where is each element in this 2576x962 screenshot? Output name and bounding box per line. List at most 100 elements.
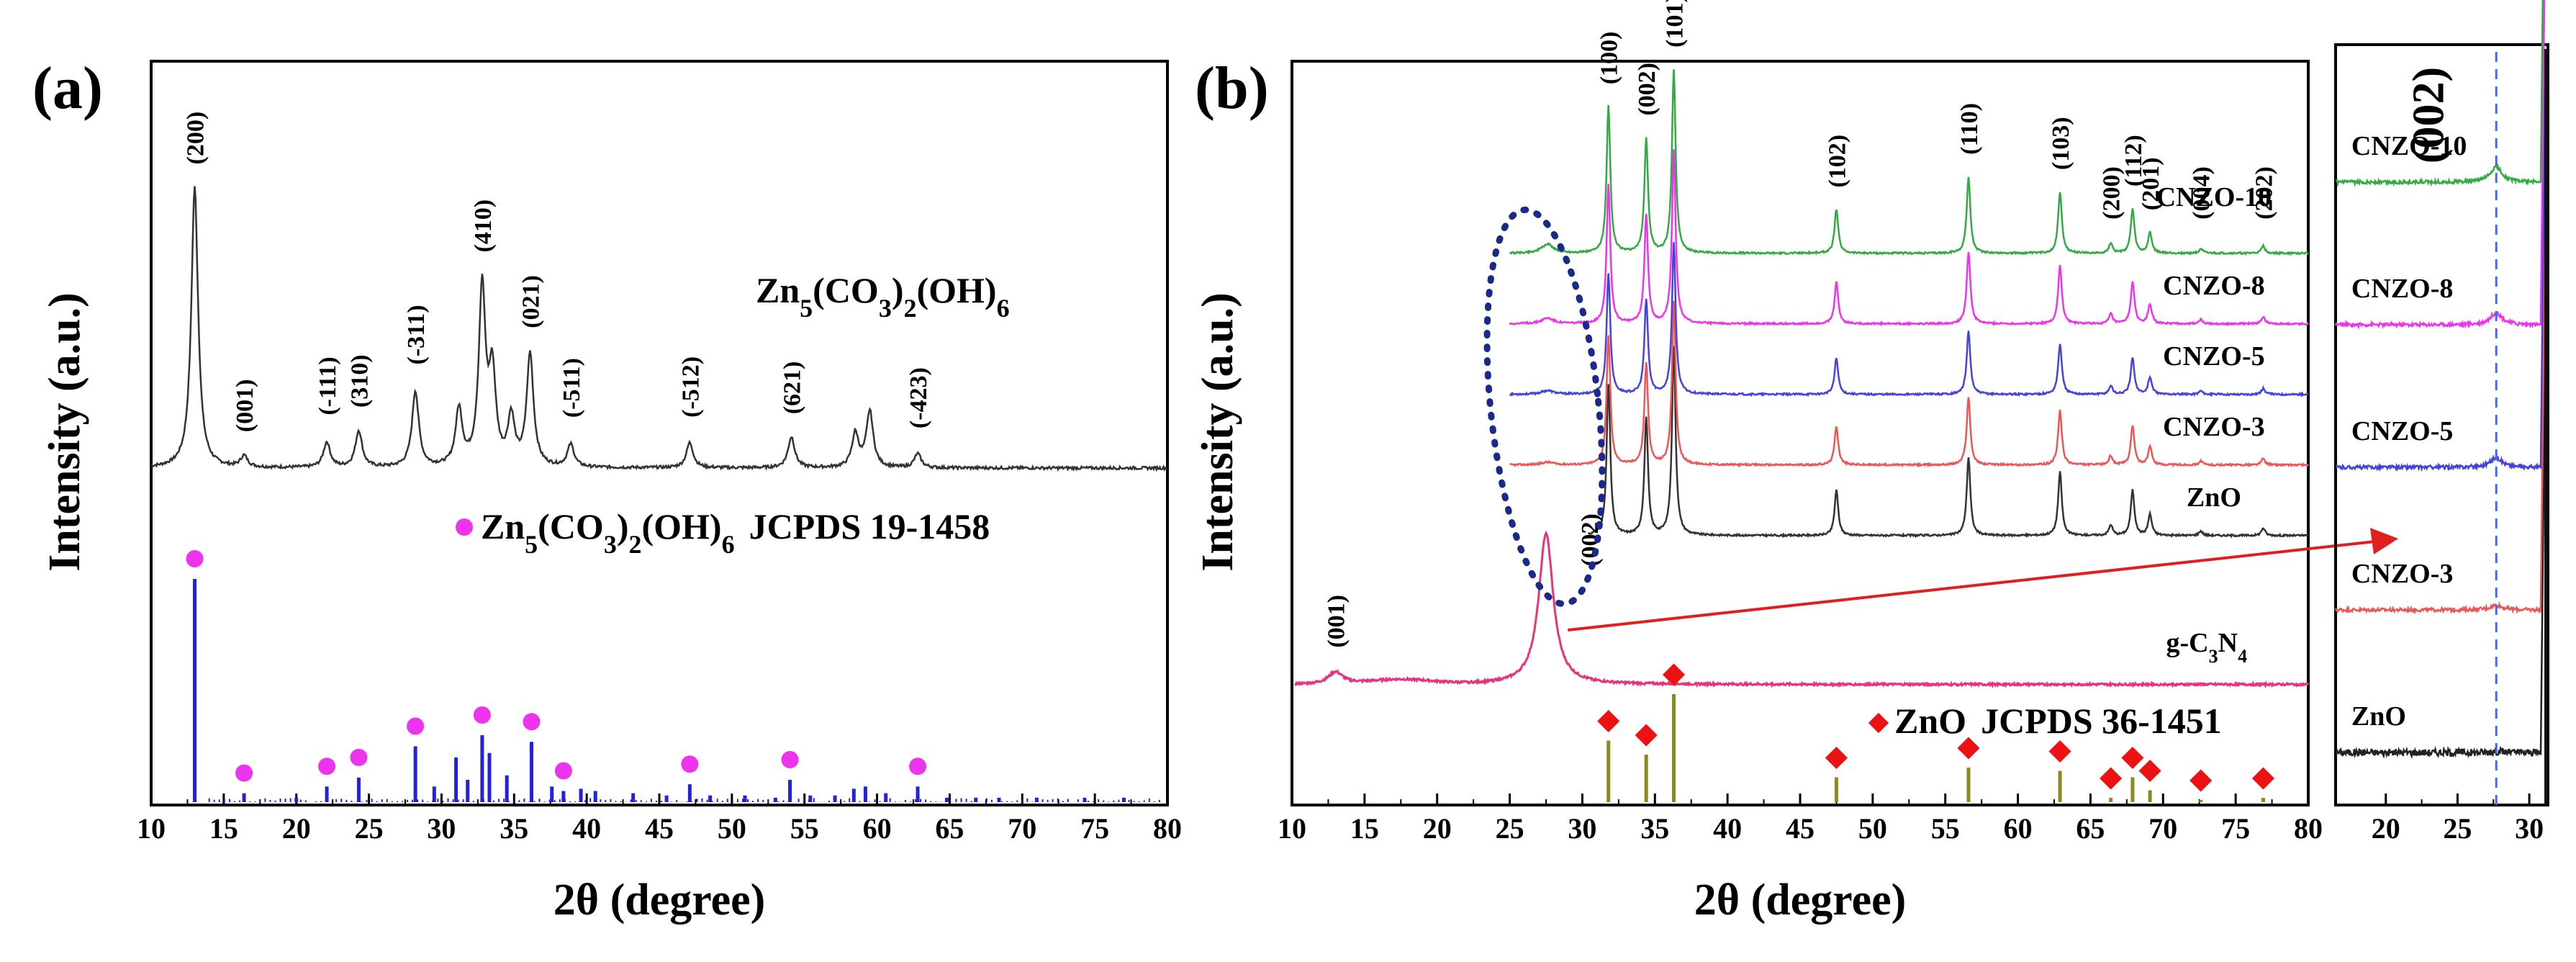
- gcn-label-part: g-C: [2166, 628, 2209, 658]
- zno-peak-label: (202): [2251, 166, 2277, 220]
- sample-peak-label: (-311): [403, 305, 430, 364]
- sample-pattern-line: [150, 186, 1168, 472]
- panel-a-xtick-label: 55: [790, 812, 819, 845]
- panel-a-xtick-label: 15: [209, 812, 238, 845]
- sample-formula-label-part: (CO: [813, 270, 879, 310]
- panel-a-label: (a): [32, 55, 103, 122]
- reference-marker: [186, 550, 204, 567]
- sample-formula-label-part: 2: [903, 294, 916, 323]
- series-label-CNZO-3: CNZO-3: [2163, 412, 2264, 442]
- inset-series-label-ZnO: ZnO: [2351, 701, 2406, 732]
- reference-marker: [473, 706, 491, 724]
- panel-a-xtick-label: 80: [1153, 812, 1182, 845]
- gcn-pattern-line: [1294, 530, 2310, 689]
- zno-peak-label: (200): [2099, 166, 2125, 220]
- series-line-CNZO-5: [1509, 242, 2308, 398]
- reference-marker: [235, 764, 253, 782]
- panel-b: 10 15 20 25 30 35 40 45 50 55 60 65 70 75 80 2θ (degree…: [1193, 0, 2398, 925]
- reference-legend-label-part: 6: [722, 530, 735, 559]
- panel-a-xtick-label: 35: [500, 812, 528, 845]
- inset-xtick-label: 30: [2515, 812, 2544, 845]
- zno-peak-label: (112): [2120, 135, 2147, 186]
- reference-marker: [681, 755, 699, 773]
- sample-peak-label: (621): [779, 361, 806, 415]
- reference-marker: [2100, 767, 2123, 790]
- reference-legend-marker: [1868, 712, 1889, 734]
- reference-legend-label: ZnO JCPDS 36-1451: [1894, 701, 2222, 741]
- annotation-arrow-head: [2370, 528, 2398, 554]
- inset-series-line-CNZO-5: [2335, 77, 2546, 472]
- panel-a-ylabel: Intensity (a.u.): [40, 292, 89, 572]
- zno-peak-label: (201): [2138, 158, 2164, 211]
- reference-legend-label-part: ): [617, 506, 629, 547]
- series-label-ZnO: ZnO: [2187, 482, 2241, 513]
- series-line-CNZO-8: [1509, 149, 2310, 327]
- zno-peak-label: (101): [1662, 0, 1689, 48]
- panel-a-xtick-label: 25: [355, 812, 384, 845]
- panel-a-xtick-label: 30: [427, 812, 456, 845]
- sample-formula-label-part: ): [892, 270, 904, 310]
- panel-b-xtick-label: 50: [1858, 812, 1887, 845]
- inset-series-label-CNZO-10: CNZO-10: [2351, 131, 2467, 161]
- panel-a-xtick-label: 65: [935, 812, 964, 845]
- panel-b-label: (b): [1195, 55, 1269, 122]
- panel-b-xtick-label: 70: [2148, 812, 2177, 845]
- series-line-CNZO-10: [1509, 69, 2310, 256]
- inset-frame: [2334, 43, 2549, 806]
- panel-a-xtick-label: 40: [572, 812, 601, 845]
- series-label-CNZO-8: CNZO-8: [2163, 271, 2264, 301]
- panel-b-ylabel: Intensity (a.u.): [1193, 292, 1242, 572]
- panel-a-xtick-label: 75: [1080, 812, 1109, 845]
- panel-b-xlabel: 2θ (degree): [1694, 876, 1907, 925]
- reference-marker: [1825, 746, 1848, 770]
- sample-peak-label: (-423): [905, 367, 932, 428]
- sample-peak-label: (001): [232, 379, 258, 433]
- reference-legend-jcpds: JCPDS 36-1451: [1981, 701, 2222, 741]
- panel-b-xtick-label: 45: [1786, 812, 1815, 845]
- reference-legend-label-part: Zn: [481, 506, 525, 547]
- panel-a-xtick-label: 45: [645, 812, 674, 845]
- reference-legend-label-part: (CO: [538, 506, 604, 547]
- sample-formula-label-part: 6: [997, 294, 1010, 323]
- zno-peak-label: (103): [2048, 117, 2074, 170]
- sample-formula-label: Zn5(CO3)2(OH)6: [756, 270, 1010, 323]
- reference-marker: [2138, 759, 2161, 783]
- panel-b-xtick-label: 15: [1350, 812, 1379, 845]
- reference-marker: [350, 748, 368, 766]
- inset-series-label-CNZO-3: CNZO-3: [2351, 559, 2453, 589]
- reference-marker: [2048, 740, 2071, 763]
- gcn-label-part: N: [2218, 628, 2238, 658]
- reference-marker: [1597, 709, 1620, 733]
- panel-a-xtick-label: 60: [863, 812, 892, 845]
- panel-a-xtick-label: 70: [1008, 812, 1036, 845]
- sample-peak-label: (200): [183, 112, 209, 165]
- inset-series-line-CNZO-3: [2334, 222, 2546, 615]
- panel-a-xlabel: 2θ (degree): [553, 876, 766, 925]
- zno-peak-label: (102): [1824, 135, 1850, 188]
- zno-peak-label: (004): [2189, 166, 2215, 220]
- sample-formula-label-part: (OH): [916, 270, 996, 310]
- reference-marker: [1662, 663, 1686, 686]
- panel-a-xtick-label: 20: [282, 812, 311, 845]
- sample-peak-label: (021): [518, 275, 544, 328]
- panel-b-xtick-label: 20: [1423, 812, 1452, 845]
- reference-marker: [909, 758, 927, 776]
- reference-legend-label-part: (OH): [641, 506, 721, 547]
- inset-xtick-label: 25: [2443, 812, 2472, 845]
- gcn-label-part: 4: [2238, 646, 2247, 667]
- inset-series-label-CNZO-8: CNZO-8: [2351, 274, 2453, 304]
- reference-marker: [1957, 737, 1980, 760]
- panel-a-frame: [150, 60, 1169, 806]
- panel-b-inset: 20 25 30 ZnO CNZO-3 CNZO-5 CNZO-8 CNZO-10(002): [2334, 0, 2549, 845]
- panel-b-xtick-label: 30: [1568, 812, 1596, 845]
- sample-peak-label: (-111): [315, 356, 341, 415]
- sample-peak-label: (410): [470, 199, 497, 253]
- highlight-ellipse: [1483, 206, 1606, 608]
- panel-b-xtick-label: 35: [1640, 812, 1669, 845]
- reference-legend-label-part: 2: [628, 530, 641, 559]
- series-line-ZnO: [1587, 346, 2309, 539]
- panel-a-xtick-label: 50: [718, 812, 746, 845]
- sample-formula-label-part: 5: [800, 294, 813, 323]
